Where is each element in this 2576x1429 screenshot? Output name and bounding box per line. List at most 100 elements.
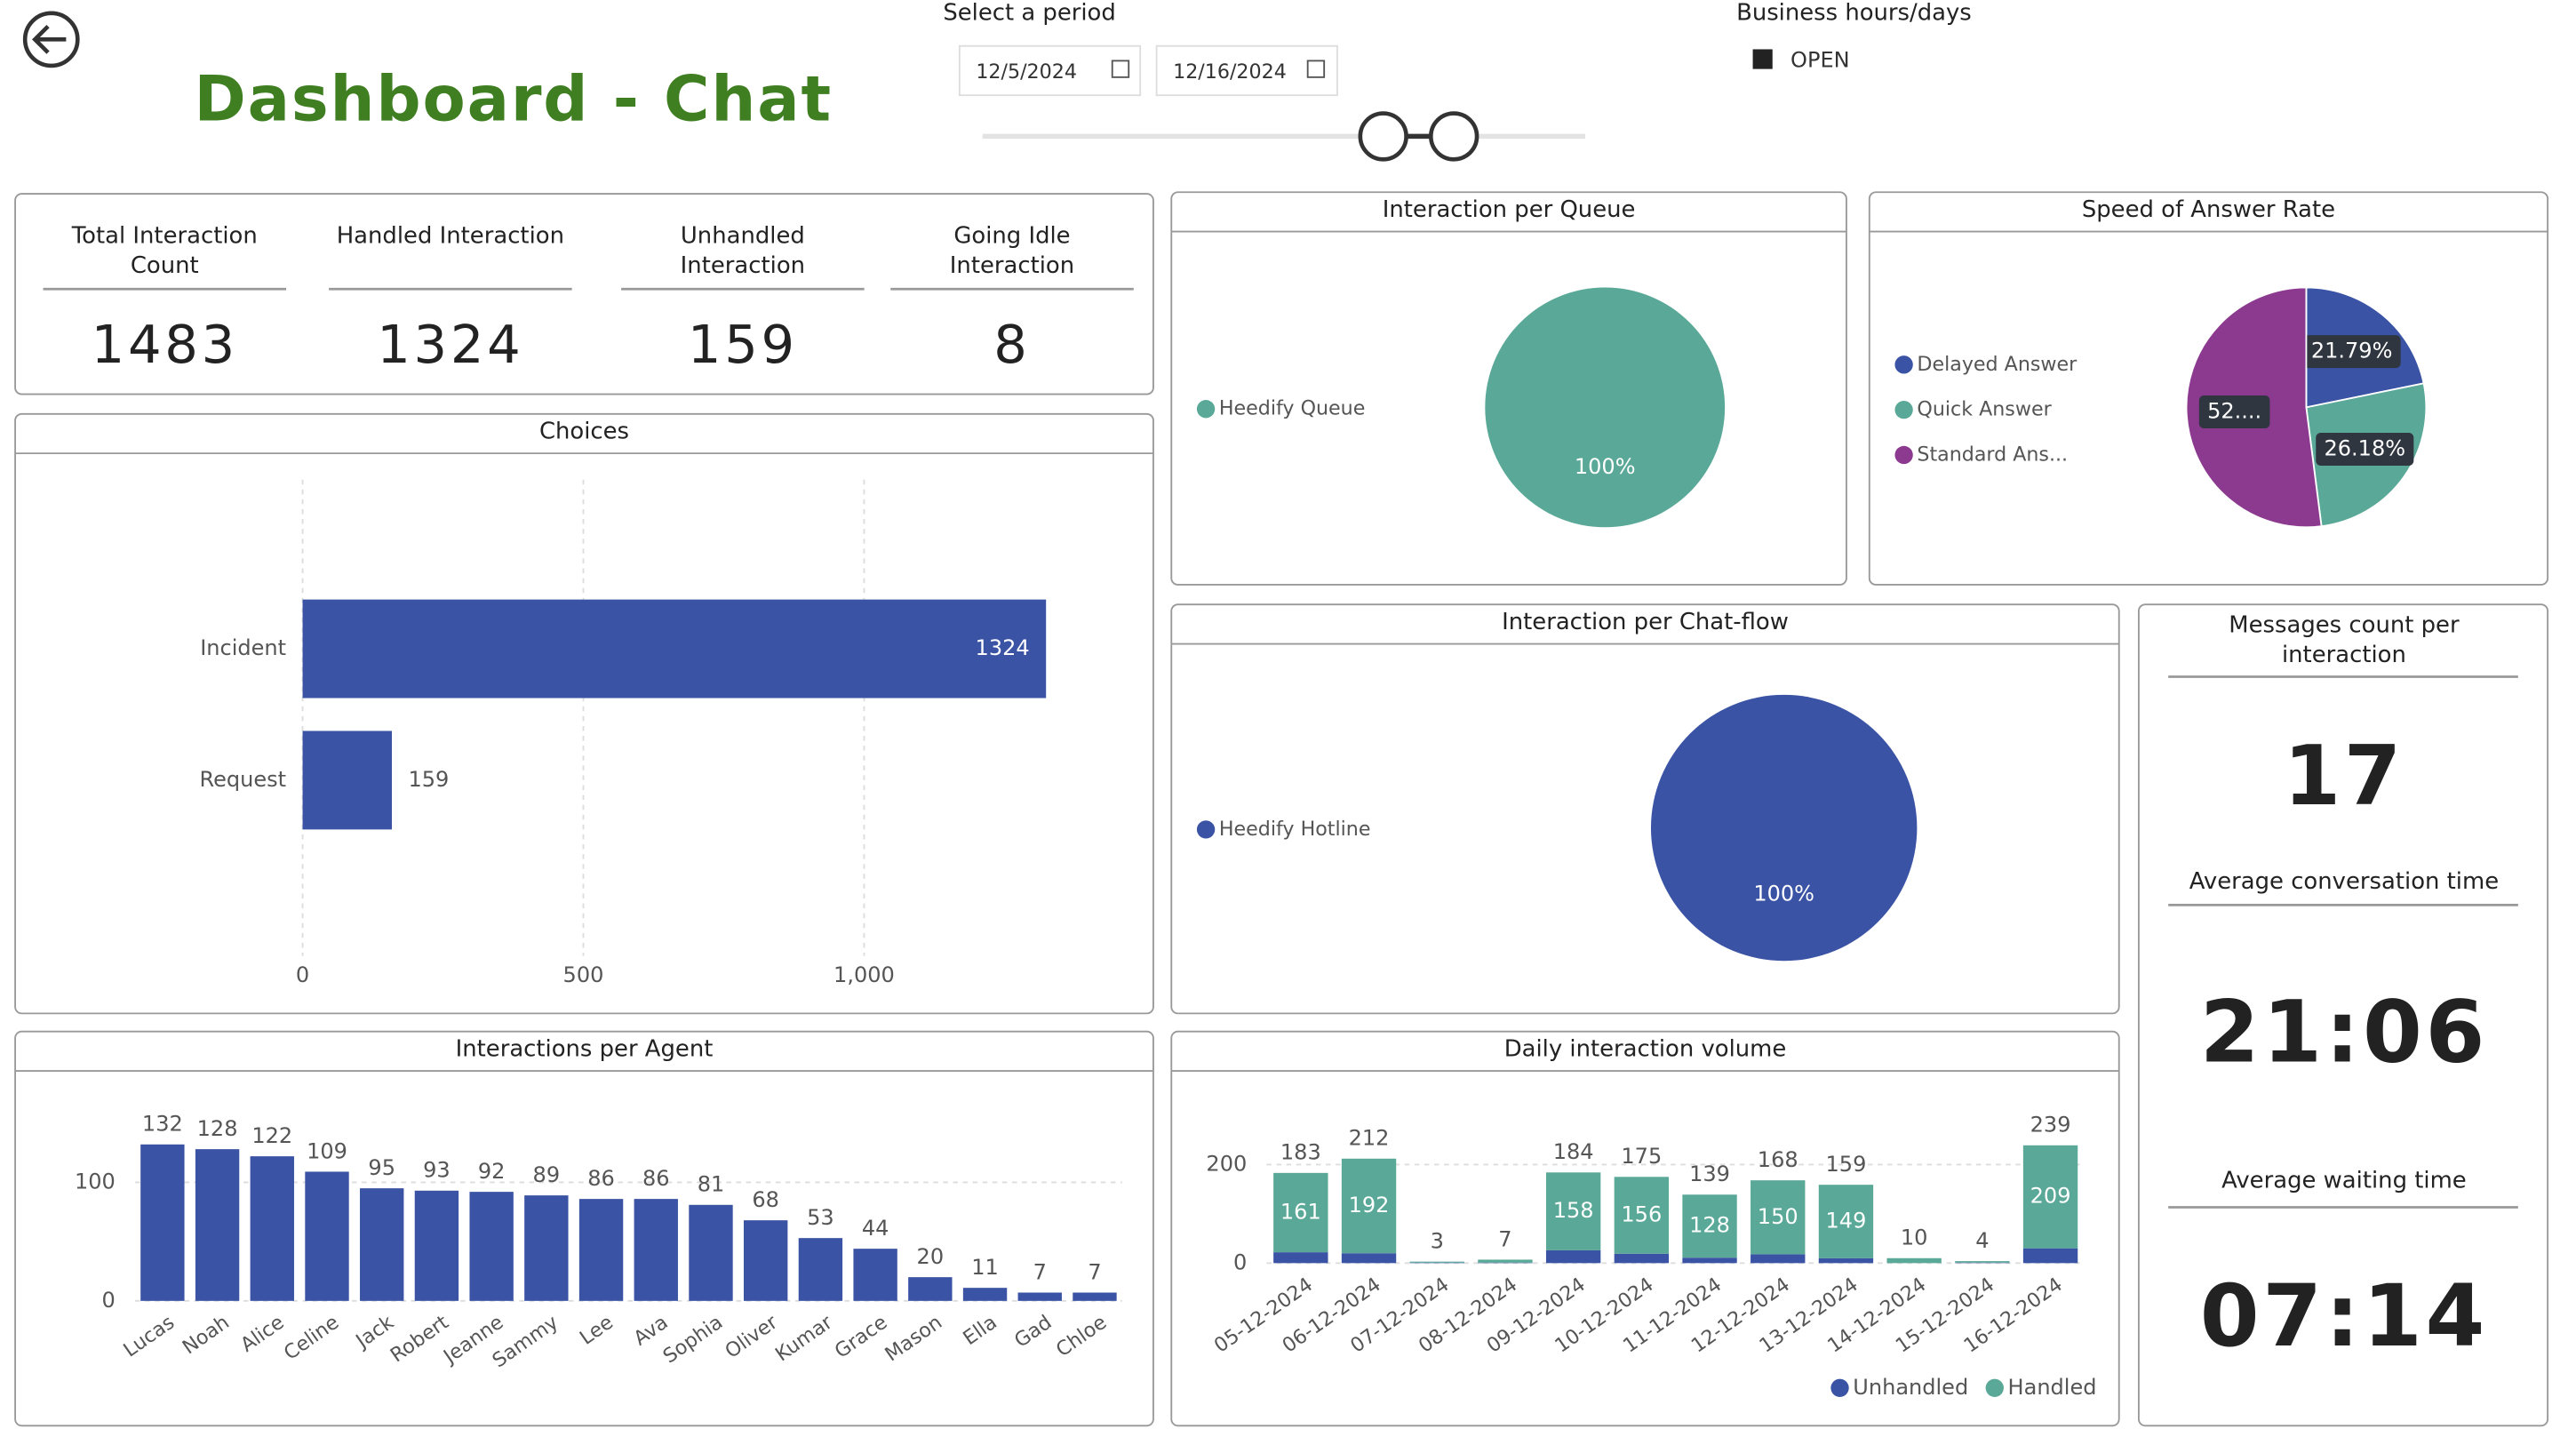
slice-label-bg [2198, 395, 2270, 429]
bar [634, 1199, 678, 1301]
panel [1170, 603, 2120, 1015]
value-label: 109 [307, 1138, 347, 1163]
value-label: 93 [423, 1158, 451, 1183]
value-label: 81 [698, 1172, 725, 1197]
legend-label: Delayed Answer [1917, 353, 2078, 376]
dashboard-title: Dashboard - Chat [195, 62, 833, 135]
legend-marker [1830, 1378, 1849, 1397]
checkbox[interactable] [1752, 49, 1773, 69]
legend-marker [1196, 820, 1216, 839]
start-date[interactable]: 12/5/2024 [976, 60, 1077, 84]
legend-marker [1894, 400, 1913, 419]
bar [360, 1188, 404, 1301]
business-hours-option[interactable]: OPEN [1790, 47, 1850, 72]
value-label: 122 [251, 1123, 292, 1148]
legend-marker [1985, 1378, 2004, 1397]
bar-segment [1409, 1262, 1464, 1264]
metric-value: 07:14 [2200, 1266, 2488, 1366]
segment-label: 158 [1553, 1198, 1594, 1223]
slider-handle[interactable] [1428, 111, 1479, 162]
metric-label: Average waiting time [2221, 1168, 2467, 1194]
kpi-label: Total Interaction Count [71, 223, 258, 280]
bar-segment [1955, 1262, 2010, 1264]
legend-label: Heedify Queue [1219, 397, 1366, 420]
value-label: 53 [807, 1205, 834, 1230]
total-label: 168 [1758, 1147, 1798, 1172]
segment-label: 150 [1758, 1204, 1798, 1229]
kpi-label-box: Unhandled Interaction [681, 223, 805, 279]
bar-segment [1614, 1253, 1670, 1264]
value-label: 89 [533, 1162, 561, 1187]
bar-segment [1409, 1261, 1464, 1263]
bar [798, 1238, 843, 1301]
kpi-value: 1483 [92, 314, 238, 375]
x-tick-label: 500 [563, 962, 604, 987]
legend-label: Quick Answer [1917, 398, 2052, 421]
slice-label: 21.79% [2311, 339, 2393, 363]
segment-label: 161 [1280, 1199, 1321, 1224]
back-button[interactable] [22, 11, 80, 68]
panel [14, 412, 1154, 1015]
bar [140, 1144, 185, 1301]
y-tick-label: 100 [75, 1169, 116, 1193]
back-arrow[interactable] [31, 24, 67, 54]
value-label: 68 [752, 1187, 779, 1212]
total-label: 239 [2030, 1113, 2071, 1138]
slice-label: 26.18% [2324, 435, 2405, 460]
value-label: 7 [1088, 1259, 1101, 1284]
value-label: 1324 [976, 635, 1030, 660]
total-label: 175 [1621, 1144, 1662, 1169]
bar [302, 730, 393, 830]
bar-segment [1545, 1249, 1601, 1264]
value-label: 159 [408, 767, 449, 792]
value-label: 95 [368, 1155, 395, 1180]
bar [689, 1204, 733, 1301]
bar [195, 1149, 240, 1301]
slice-label-bg [2302, 335, 2401, 369]
value-label: 128 [197, 1116, 238, 1141]
slider-handle[interactable] [1358, 111, 1408, 162]
bar [1017, 1292, 1062, 1301]
business-hours-label: Business hours/days [1736, 0, 1972, 26]
value-label: 20 [917, 1244, 945, 1269]
metric-label: Average conversation time [2189, 868, 2500, 896]
kpi-label-box: Going Idle Interaction [950, 223, 1074, 279]
calendar-icon[interactable] [1306, 60, 1326, 78]
legend-marker [1894, 355, 1913, 374]
bar-segment [1273, 1172, 1328, 1253]
bar-segment [1682, 1257, 1737, 1264]
bar-segment [1751, 1254, 1806, 1264]
segment-label: 209 [2030, 1184, 2071, 1209]
panel-title: Speed of Answer Rate [2082, 196, 2335, 223]
bar [414, 1190, 459, 1301]
back-circle[interactable] [22, 11, 80, 68]
bar [524, 1195, 569, 1301]
legend-label: Standard Ans... [1917, 443, 2068, 466]
panel-title: Choices [539, 419, 629, 445]
bar-segment [1545, 1172, 1601, 1250]
total-label: 139 [1689, 1162, 1730, 1186]
bar-segment [1886, 1257, 1942, 1264]
bar-segment [1955, 1261, 2010, 1263]
legend-marker [1894, 445, 1913, 465]
bar-segment [1341, 1158, 1397, 1254]
bar-segment [1478, 1262, 1533, 1264]
start-date-input[interactable] [958, 44, 1142, 97]
bar-segment [1614, 1177, 1670, 1254]
side-panel [2137, 603, 2549, 1427]
metric-value: 21:06 [2200, 982, 2488, 1082]
legend-label: Heedify Hotline [1219, 818, 1371, 841]
metric-label-box: Messages count per interaction [2229, 612, 2459, 668]
y-tick-label: 0 [1233, 1249, 1247, 1274]
end-date[interactable]: 12/16/2024 [1173, 60, 1287, 84]
total-label: 159 [1826, 1152, 1867, 1177]
y-tick-label: Request [199, 767, 286, 792]
calendar-icon[interactable] [1111, 60, 1130, 78]
value-label: 92 [478, 1159, 506, 1184]
bar [578, 1199, 624, 1301]
bar [962, 1288, 1008, 1301]
pie-slice [1650, 694, 1918, 962]
bar [469, 1192, 514, 1301]
total-label: 10 [1901, 1225, 1928, 1250]
